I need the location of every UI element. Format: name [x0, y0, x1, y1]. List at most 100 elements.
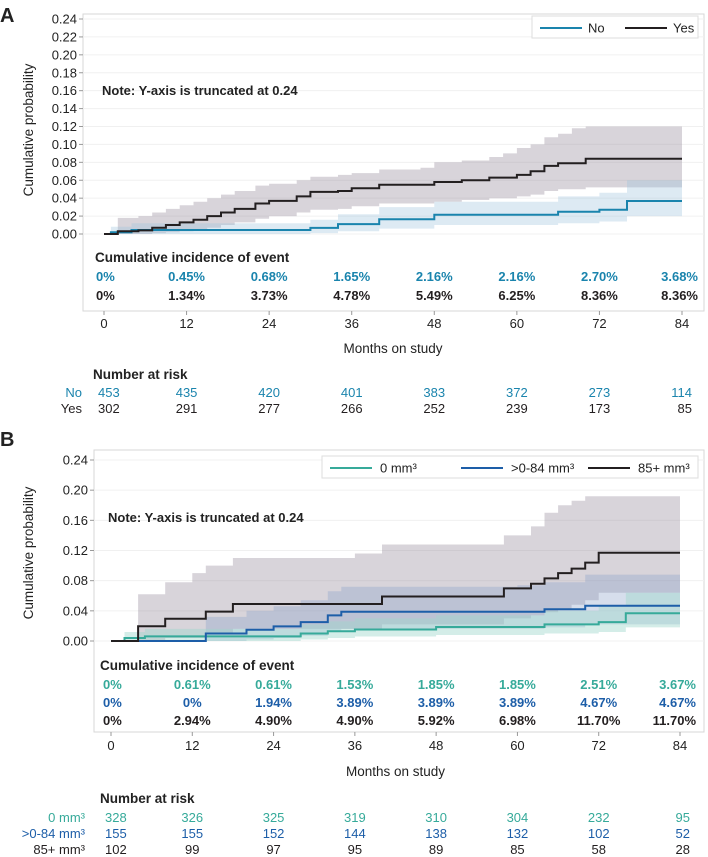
chart-panel-b: B 0.00 0.04 0.08 0.12 0.16 0.20 0.24 Cumulative …: [0, 429, 705, 857]
legend-label: No: [588, 21, 605, 36]
cif-value: 0.61%: [174, 677, 211, 692]
x-tick-label: 60: [510, 738, 524, 753]
x-tick-label: 0: [100, 316, 107, 331]
y-tick-label: 0.10: [52, 137, 77, 152]
legend-label: >0-84 mm³: [511, 461, 575, 476]
cif-value: 1.85%: [418, 677, 455, 692]
truncation-note: Note: Y-axis is truncated at 0.24: [108, 510, 304, 525]
cif-title: Cumulative incidence of event: [95, 250, 290, 265]
cif-value: 4.78%: [333, 288, 370, 303]
risk-value: 325: [263, 810, 285, 825]
cif-value: 0%: [183, 695, 202, 710]
x-tick-label: 72: [591, 738, 605, 753]
truncation-note: Note: Y-axis is truncated at 0.24: [102, 83, 298, 98]
ci-band--0-84-mm-: [111, 574, 680, 641]
y-tick-label: 0.12: [63, 543, 88, 558]
risk-value: 420: [258, 385, 280, 400]
y-tick-label: 0.16: [63, 513, 88, 528]
risk-value: 152: [263, 826, 285, 841]
x-axis-label: Months on study: [346, 764, 445, 779]
cif-value: 5.49%: [416, 288, 453, 303]
cif-value: 3.73%: [251, 288, 288, 303]
legend-box: [321, 455, 699, 479]
risk-value: 173: [589, 401, 611, 416]
y-tick-label: 0.02: [52, 209, 77, 224]
x-tick-label: 60: [510, 316, 524, 331]
risk-value: 383: [423, 385, 445, 400]
risk-group-label: Yes: [61, 401, 83, 416]
risk-value: 252: [423, 401, 445, 416]
panel-label: A: [0, 5, 14, 27]
risk-value: 155: [181, 826, 203, 841]
y-tick-label: 0.08: [52, 155, 77, 170]
y-tick-label: 0.20: [63, 483, 88, 498]
series-line--0-84-mm-: [111, 604, 680, 642]
x-tick-label: 24: [266, 738, 280, 753]
y-axis-label: Cumulative probability: [21, 486, 36, 619]
cif-value: 3.67%: [659, 677, 696, 692]
y-tick-label: 0.12: [52, 119, 77, 134]
legend-label: 0 mm³: [380, 461, 418, 476]
cif-value: 1.34%: [168, 288, 205, 303]
y-tick-label: 0.22: [52, 29, 77, 44]
risk-value: 52: [676, 826, 690, 841]
x-tick-label: 24: [262, 316, 276, 331]
cif-value: 5.92%: [418, 713, 455, 728]
legend-box: [531, 15, 699, 39]
risk-value: 138: [425, 826, 447, 841]
x-tick-label: 72: [592, 316, 606, 331]
ci-band-yes: [104, 126, 682, 234]
ci-band-no: [104, 180, 682, 234]
legend: 0 mm³ >0-84 mm³ 85+ mm³: [321, 455, 699, 479]
risk-value: 291: [176, 401, 198, 416]
series-line-85-mm-: [111, 551, 680, 642]
legend-label: 85+ mm³: [638, 461, 690, 476]
cif-value: 6.98%: [499, 713, 536, 728]
plot-frame: [93, 449, 705, 733]
cif-value: 0%: [96, 269, 115, 284]
cif-value: 3.89%: [336, 695, 373, 710]
cif-value: 4.67%: [659, 695, 696, 710]
risk-value: 453: [98, 385, 120, 400]
risk-value: 310: [425, 810, 447, 825]
risk-value: 155: [105, 826, 127, 841]
cif-value: 2.16%: [498, 269, 535, 284]
cif-value: 1.65%: [333, 269, 370, 284]
x-tick-label: 48: [427, 316, 441, 331]
cif-value: 0%: [103, 677, 122, 692]
y-tick-label: 0.20: [52, 47, 77, 62]
risk-value: 273: [589, 385, 611, 400]
x-tick-label: 36: [344, 316, 358, 331]
risk-value: 97: [266, 842, 280, 857]
series-line-0-mm-: [111, 612, 680, 642]
risk-value: 277: [258, 401, 280, 416]
risk-value: 95: [676, 810, 690, 825]
risk-value: 326: [181, 810, 203, 825]
x-tick-label: 84: [673, 738, 687, 753]
cif-value: 0%: [96, 288, 115, 303]
cif-value: 4.90%: [336, 713, 373, 728]
cif-value: 6.25%: [498, 288, 535, 303]
chart-panel-a: A 0.00 0.02 0.04 0.06 0.08 0.10 0.12 0.14 0.16 0.1…: [0, 5, 705, 416]
cif-value: 1.94%: [255, 695, 292, 710]
risk-value: 99: [185, 842, 199, 857]
cif-value: 3.89%: [499, 695, 536, 710]
y-tick-label: 0.08: [63, 573, 88, 588]
risk-group-label: No: [65, 385, 82, 400]
y-tick-label: 0.24: [63, 453, 88, 468]
cif-value: 4.67%: [580, 695, 617, 710]
legend-label: Yes: [673, 21, 695, 36]
cif-value: 2.16%: [416, 269, 453, 284]
risk-value: 304: [507, 810, 529, 825]
risk-value: 58: [591, 842, 605, 857]
cif-value: 4.90%: [255, 713, 292, 728]
cif-value: 2.70%: [581, 269, 618, 284]
cif-value: 0%: [103, 713, 122, 728]
y-tick-label: 0.14: [52, 101, 77, 116]
legend: No Yes: [531, 15, 699, 39]
risk-value: 28: [676, 842, 690, 857]
series-line-yes: [104, 157, 682, 235]
cif-value: 1.85%: [499, 677, 536, 692]
y-tick-label: 0.04: [52, 191, 77, 206]
